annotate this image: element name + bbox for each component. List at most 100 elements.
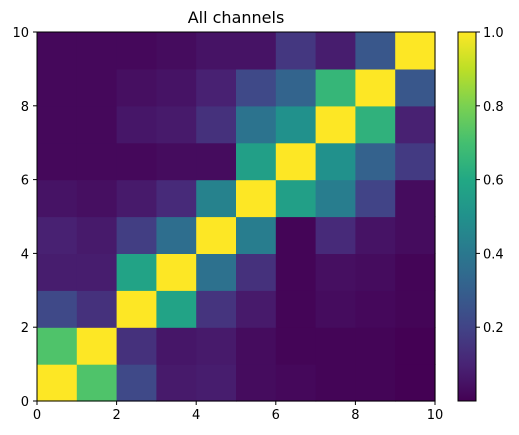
heatmap-cell <box>196 364 237 402</box>
heatmap-cell <box>156 253 197 291</box>
heatmap-cell <box>236 142 277 181</box>
heatmap-cell <box>116 105 157 144</box>
heatmap-cell <box>37 142 78 181</box>
y-axis: 0 2 4 6 8 10 <box>12 26 37 410</box>
heatmap-cell <box>355 216 396 254</box>
x-tick-label: 6 <box>272 408 280 423</box>
heatmap-cell <box>315 364 356 402</box>
heatmap-cell <box>196 327 237 365</box>
heatmap-cell <box>196 253 237 291</box>
colorbar-tick-label: 0.4 <box>483 247 504 262</box>
heatmap-cell <box>76 253 118 291</box>
heatmap-cell <box>275 327 317 365</box>
heatmap-cell <box>37 253 78 291</box>
heatmap-cell <box>116 216 157 254</box>
heatmap-cell <box>156 32 197 70</box>
colorbar-tick-label: 0.8 <box>483 100 504 115</box>
heatmap-cell <box>196 32 237 70</box>
heatmap-cell <box>76 179 118 218</box>
heatmap-cell <box>315 179 356 218</box>
heatmap-cell <box>156 290 197 328</box>
heatmap-cell <box>196 216 237 254</box>
heatmap-cell <box>116 179 157 218</box>
heatmap-cell <box>156 105 197 144</box>
heatmap-cell <box>37 290 78 328</box>
heatmap-cell <box>37 32 78 70</box>
heatmap-cell <box>315 68 356 107</box>
heatmap-cell <box>275 364 317 402</box>
heatmap-cell <box>315 290 356 328</box>
heatmap-cell <box>236 364 277 402</box>
heatmap-cell <box>395 216 436 254</box>
colorbar-tick-label: 0.6 <box>483 174 504 189</box>
heatmap-cell <box>315 327 356 365</box>
heatmap-cell <box>116 68 157 107</box>
heatmap-cell <box>37 216 78 254</box>
heatmap-cell <box>236 105 277 144</box>
heatmap-cell <box>76 290 118 328</box>
heatmap-cell <box>156 216 197 254</box>
heatmap-cell <box>76 68 118 107</box>
heatmap-cell <box>275 290 317 328</box>
heatmap-cell <box>156 68 197 107</box>
colorbar: 0.2 0.4 0.6 0.8 1.0 <box>457 26 504 402</box>
heatmap-cell <box>76 105 118 144</box>
colorbar-gradient <box>458 32 476 401</box>
heatmap-cell <box>395 327 436 365</box>
heatmap-cell <box>236 32 277 70</box>
heatmap-cell <box>315 32 356 70</box>
heatmap-cell <box>37 105 78 144</box>
heatmap-cell <box>355 32 396 70</box>
y-tick-label: 8 <box>21 100 29 115</box>
heatmap-cell <box>275 105 317 144</box>
heatmap-cell <box>275 142 317 181</box>
heatmap-cell <box>156 364 197 402</box>
heatmap-cell <box>76 142 118 181</box>
heatmap-cell <box>395 253 436 291</box>
heatmap-cell <box>116 290 157 328</box>
y-tick-label: 10 <box>12 26 29 41</box>
heatmap-cell <box>236 68 277 107</box>
x-tick-label: 4 <box>192 408 200 423</box>
heatmap-cell <box>395 105 436 144</box>
heatmap-cell <box>76 216 118 254</box>
heatmap-cell <box>116 32 157 70</box>
heatmap-cell <box>395 179 436 218</box>
heatmap-cell <box>355 327 396 365</box>
colorbar-tick-label: 0.2 <box>483 321 504 336</box>
heatmap-cell <box>395 32 436 70</box>
x-tick-label: 2 <box>112 408 120 423</box>
heatmap-cell <box>196 68 237 107</box>
heatmap-cell <box>275 179 317 218</box>
heatmap-cell <box>116 142 157 181</box>
x-tick-label: 0 <box>33 408 41 423</box>
heatmap-cell <box>236 253 277 291</box>
heatmap-cell <box>236 216 277 254</box>
heatmap-cell <box>395 142 436 181</box>
chart-title: All channels <box>188 8 285 27</box>
heatmap-cell <box>355 68 396 107</box>
heatmap-cell <box>315 142 356 181</box>
colorbar-tick-label: 1.0 <box>483 26 504 41</box>
heatmap-cell <box>37 68 78 107</box>
heatmap-cell <box>355 364 396 402</box>
heatmap-cell <box>355 253 396 291</box>
heatmap-cell <box>37 364 78 402</box>
heatmap-cell <box>315 253 356 291</box>
heatmap-cell <box>156 142 197 181</box>
heatmap-cell <box>355 105 396 144</box>
heatmap-cell <box>275 216 317 254</box>
x-tick-label: 8 <box>351 408 359 423</box>
y-tick-label: 4 <box>21 247 29 262</box>
heatmap-cell <box>275 32 317 70</box>
heatmap-cell <box>196 179 237 218</box>
heatmap-cell <box>116 364 157 402</box>
heatmap-cell <box>156 327 197 365</box>
colorbar-frame <box>457 31 477 402</box>
heatmap-cell <box>355 179 396 218</box>
heatmap-cell <box>116 327 157 365</box>
heatmap-cell <box>355 290 396 328</box>
heatmap-cell <box>76 32 118 70</box>
heatmap-cell <box>196 105 237 144</box>
